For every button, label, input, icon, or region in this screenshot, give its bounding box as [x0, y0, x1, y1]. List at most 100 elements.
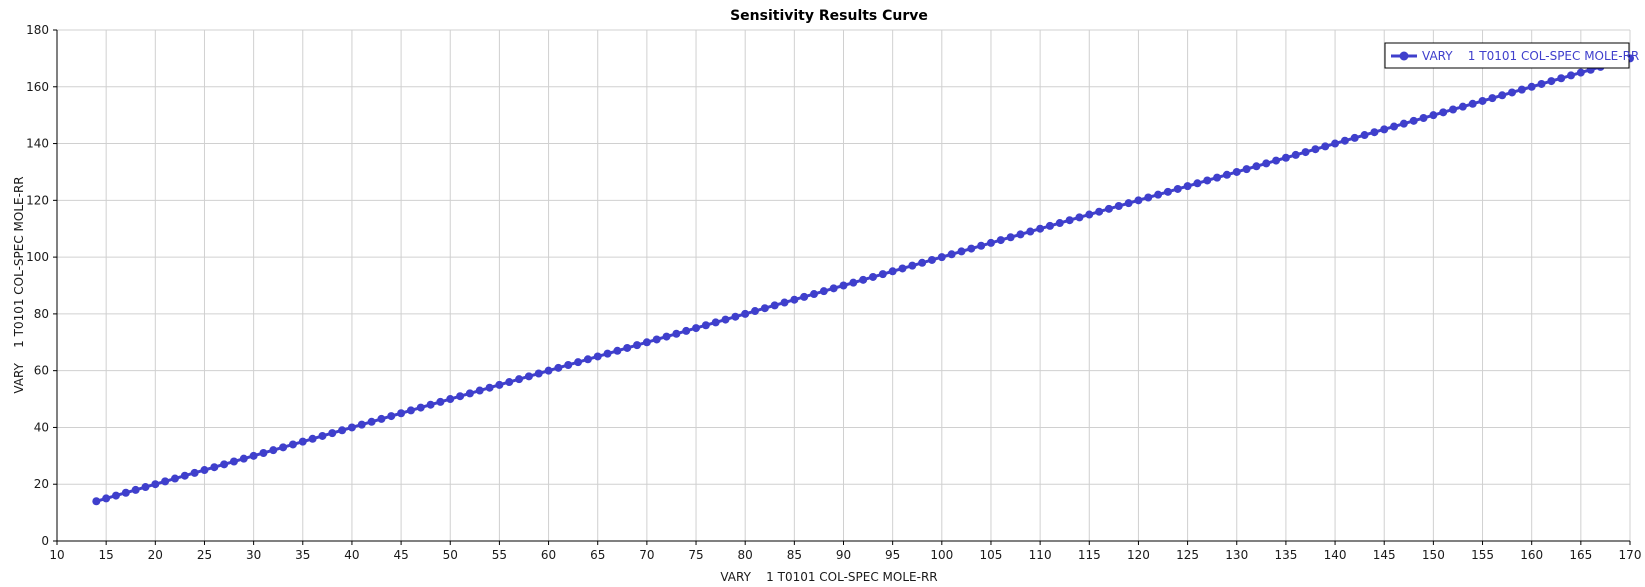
- data-point[interactable]: [1439, 108, 1448, 117]
- data-point[interactable]: [1409, 116, 1418, 125]
- data-point[interactable]: [524, 372, 533, 381]
- data-point[interactable]: [1193, 179, 1202, 188]
- data-point[interactable]: [1262, 159, 1271, 168]
- data-point[interactable]: [161, 477, 170, 486]
- data-point[interactable]: [918, 258, 927, 267]
- data-point[interactable]: [1399, 119, 1408, 128]
- data-point[interactable]: [977, 241, 986, 250]
- data-point[interactable]: [1124, 199, 1133, 208]
- data-point[interactable]: [210, 463, 219, 472]
- data-point[interactable]: [888, 267, 897, 276]
- data-point[interactable]: [1527, 82, 1536, 91]
- data-point[interactable]: [652, 335, 661, 344]
- data-point[interactable]: [141, 483, 150, 492]
- data-point[interactable]: [1429, 111, 1438, 120]
- data-point[interactable]: [859, 275, 868, 284]
- data-point[interactable]: [1095, 207, 1104, 216]
- data-point[interactable]: [957, 247, 966, 256]
- data-point[interactable]: [338, 426, 347, 435]
- data-point[interactable]: [800, 292, 809, 301]
- data-point[interactable]: [465, 389, 474, 398]
- data-point[interactable]: [1036, 224, 1045, 233]
- data-point[interactable]: [829, 284, 838, 293]
- data-point[interactable]: [1222, 170, 1231, 179]
- data-point[interactable]: [1085, 210, 1094, 219]
- data-point[interactable]: [633, 341, 642, 350]
- data-point[interactable]: [92, 497, 101, 506]
- data-point[interactable]: [121, 488, 130, 497]
- data-point[interactable]: [692, 324, 701, 333]
- data-point[interactable]: [1419, 114, 1428, 123]
- data-point[interactable]: [1390, 122, 1399, 131]
- data-point[interactable]: [593, 352, 602, 361]
- data-point[interactable]: [475, 386, 484, 395]
- data-point[interactable]: [1567, 71, 1576, 80]
- data-point[interactable]: [613, 346, 622, 355]
- data-point[interactable]: [672, 329, 681, 338]
- data-point[interactable]: [770, 301, 779, 310]
- data-point[interactable]: [1144, 193, 1153, 202]
- data-point[interactable]: [347, 423, 356, 432]
- data-point[interactable]: [1026, 227, 1035, 236]
- data-point[interactable]: [180, 471, 189, 480]
- data-point[interactable]: [220, 460, 229, 469]
- data-point[interactable]: [1517, 85, 1526, 94]
- data-point[interactable]: [642, 338, 651, 347]
- data-point[interactable]: [406, 406, 415, 415]
- data-point[interactable]: [662, 332, 671, 341]
- data-point[interactable]: [308, 434, 317, 443]
- data-point[interactable]: [986, 238, 995, 247]
- data-point[interactable]: [1488, 94, 1497, 103]
- data-point[interactable]: [298, 437, 307, 446]
- data-point[interactable]: [1163, 187, 1172, 196]
- data-point[interactable]: [1340, 136, 1349, 145]
- data-point[interactable]: [623, 343, 632, 352]
- data-point[interactable]: [397, 409, 406, 418]
- data-point[interactable]: [102, 494, 111, 503]
- data-point[interactable]: [1242, 165, 1251, 174]
- data-point[interactable]: [1547, 77, 1556, 86]
- data-point[interactable]: [760, 304, 769, 313]
- data-point[interactable]: [229, 457, 238, 466]
- data-point[interactable]: [751, 307, 760, 316]
- data-point[interactable]: [151, 480, 160, 489]
- data-point[interactable]: [279, 443, 288, 452]
- data-point[interactable]: [1134, 196, 1143, 205]
- data-point[interactable]: [908, 261, 917, 270]
- data-point[interactable]: [515, 375, 524, 384]
- data-point[interactable]: [1458, 102, 1467, 111]
- data-point[interactable]: [505, 378, 514, 387]
- data-point[interactable]: [416, 403, 425, 412]
- data-point[interactable]: [259, 448, 268, 457]
- data-point[interactable]: [495, 380, 504, 389]
- data-point[interactable]: [564, 360, 573, 369]
- data-point[interactable]: [544, 366, 553, 375]
- data-point[interactable]: [1449, 105, 1458, 114]
- data-point[interactable]: [1311, 145, 1320, 154]
- data-point[interactable]: [1301, 148, 1310, 157]
- data-point[interactable]: [1114, 202, 1123, 211]
- data-point[interactable]: [318, 431, 327, 440]
- data-point[interactable]: [1183, 182, 1192, 191]
- data-point[interactable]: [269, 446, 278, 455]
- data-point[interactable]: [367, 417, 376, 426]
- data-point[interactable]: [682, 326, 691, 335]
- data-point[interactable]: [839, 281, 848, 290]
- data-point[interactable]: [239, 454, 248, 463]
- data-point[interactable]: [1360, 131, 1369, 140]
- data-point[interactable]: [1006, 233, 1015, 242]
- data-point[interactable]: [731, 312, 740, 321]
- data-point[interactable]: [1498, 91, 1507, 100]
- data-point[interactable]: [721, 315, 730, 324]
- data-point[interactable]: [967, 244, 976, 253]
- data-point[interactable]: [868, 272, 877, 281]
- data-point[interactable]: [849, 278, 858, 287]
- data-point[interactable]: [996, 236, 1005, 245]
- data-point[interactable]: [288, 440, 297, 449]
- data-point[interactable]: [1055, 219, 1064, 228]
- data-point[interactable]: [1576, 68, 1585, 77]
- data-point[interactable]: [711, 318, 720, 327]
- data-point[interactable]: [328, 429, 337, 438]
- data-point[interactable]: [701, 321, 710, 330]
- data-point[interactable]: [170, 474, 179, 483]
